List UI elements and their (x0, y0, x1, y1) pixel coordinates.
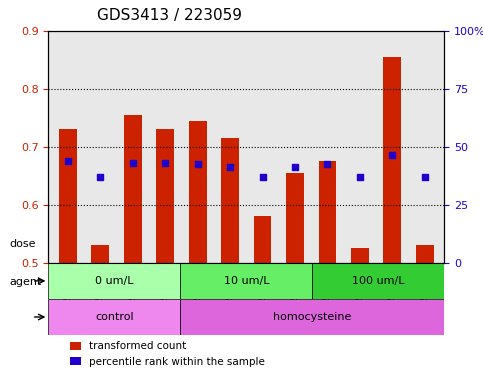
Text: control: control (95, 312, 134, 322)
Text: agent: agent (10, 277, 42, 287)
FancyBboxPatch shape (48, 299, 180, 335)
Bar (384, 57, 401, 263)
FancyBboxPatch shape (180, 263, 313, 299)
Point (129, 160, 137, 166)
Point (259, 174, 267, 180)
Bar (286, 173, 304, 263)
Bar (319, 161, 337, 263)
Text: dose: dose (10, 239, 36, 249)
Point (324, 161, 331, 167)
Point (97, 174, 104, 180)
Point (161, 160, 169, 166)
Bar (416, 245, 434, 263)
FancyBboxPatch shape (180, 299, 444, 335)
Bar (351, 248, 369, 263)
Bar (221, 138, 239, 263)
Point (388, 152, 396, 159)
Bar (156, 129, 174, 263)
FancyBboxPatch shape (313, 263, 444, 299)
Point (291, 164, 299, 170)
Point (194, 161, 201, 167)
FancyBboxPatch shape (48, 263, 180, 299)
Text: 0 um/L: 0 um/L (95, 276, 134, 286)
Point (421, 174, 429, 180)
Bar (189, 121, 207, 263)
Text: GDS3413 / 223059: GDS3413 / 223059 (97, 8, 242, 23)
Point (64, 158, 71, 164)
Text: 100 um/L: 100 um/L (352, 276, 405, 286)
Bar (59, 129, 77, 263)
Point (226, 164, 234, 170)
Bar (124, 115, 142, 263)
Bar (254, 217, 271, 263)
Point (356, 174, 364, 180)
Text: 10 um/L: 10 um/L (224, 276, 269, 286)
Bar (91, 245, 109, 263)
Text: homocysteine: homocysteine (273, 312, 352, 322)
Legend: transformed count, percentile rank within the sample: transformed count, percentile rank withi… (66, 337, 269, 371)
